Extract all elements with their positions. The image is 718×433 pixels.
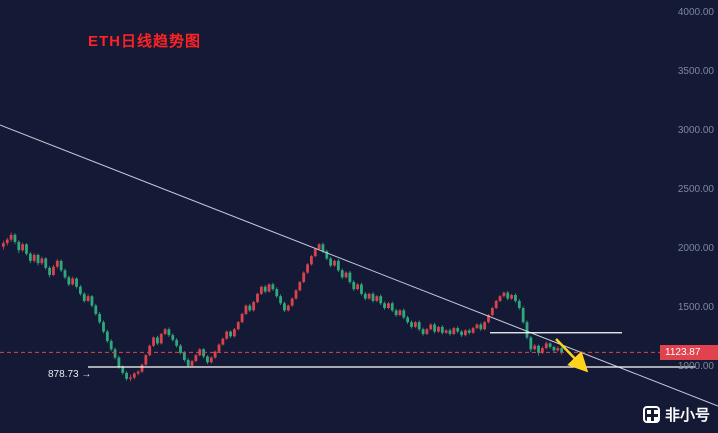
- y-axis-label: 3500.00: [677, 66, 714, 77]
- low-price-annotation: 878.73 →: [48, 369, 92, 380]
- watermark-brand: 非小号: [664, 407, 710, 424]
- y-axis-label: 1000.00: [677, 361, 714, 372]
- candles-group: [2, 232, 564, 382]
- y-axis-label: 2500.00: [677, 184, 714, 195]
- chart-title: ETH日线趋势图: [88, 33, 202, 50]
- last-price-label: 1123.87: [660, 345, 718, 361]
- annotations-group: [0, 124, 718, 407]
- y-axis-label: 3000.00: [677, 125, 714, 136]
- feixiaohao-logo-icon: [642, 406, 660, 423]
- watermark: 非小号: [642, 404, 710, 425]
- y-axis-label: 2000.00: [677, 243, 714, 254]
- y-axis-label: 4000.00: [677, 7, 714, 18]
- y-axis-label: 1500.00: [677, 302, 714, 313]
